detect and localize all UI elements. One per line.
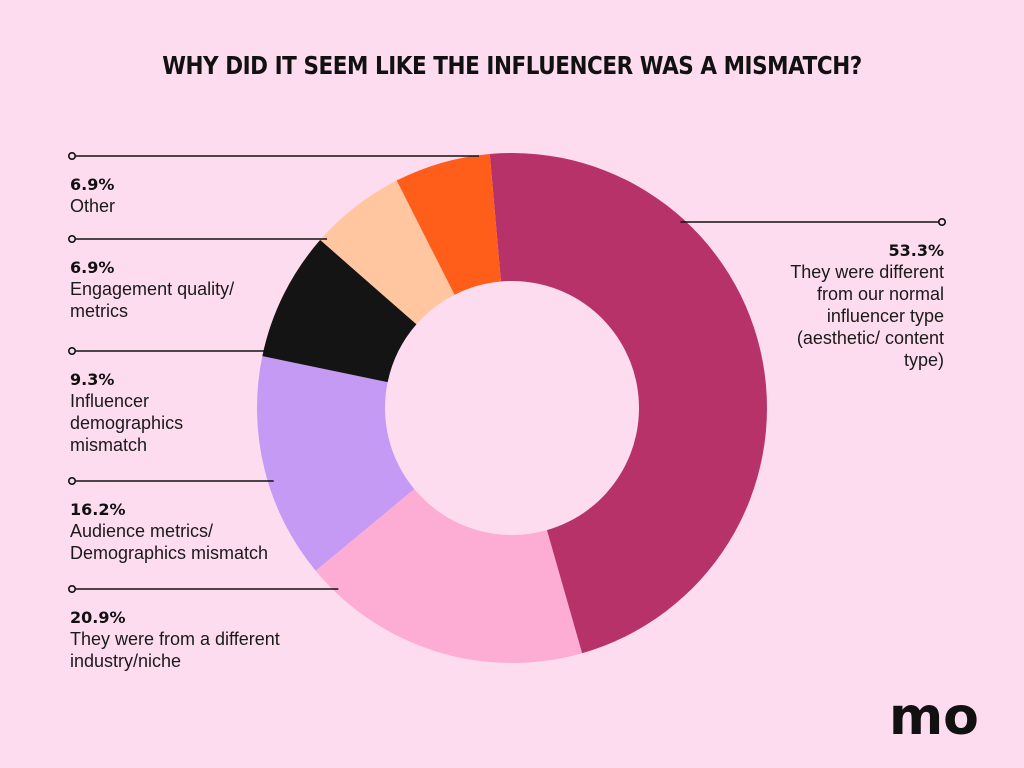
pie-slice-4 <box>320 180 455 325</box>
pie-slice-3 <box>262 239 417 383</box>
slice-label-0-line-3: (aesthetic/ content <box>797 328 944 348</box>
slice-label-0-line-1: from our normal <box>817 284 944 304</box>
chart-callouts: 6.9% Other 6.9% Engagement quality/metrics 9… <box>68 152 946 671</box>
slice-value-label-0: 53.3% <box>888 241 944 260</box>
brand-logo-text: mo <box>889 687 979 747</box>
slice-label-0-line-2: influencer type <box>827 306 944 326</box>
pie-slice-2 <box>257 356 415 571</box>
slice-label-1-line-0: They were from a different <box>70 629 280 649</box>
slice-label-2-line-1: Demographics mismatch <box>70 543 268 563</box>
callout-dot-5 <box>68 152 77 161</box>
pie-slice-1 <box>315 489 583 663</box>
chart-title: WHY DID IT SEEM LIKE THE INFLUENCER WAS … <box>162 51 862 80</box>
slice-label-4-line-1: metrics <box>70 301 128 321</box>
slice-label-3-line-1: demographics <box>70 413 183 433</box>
slice-label-2-line-0: Audience metrics/ <box>70 521 213 541</box>
slice-value-label-1: 20.9% <box>70 608 126 627</box>
slice-label-5-line-0: Other <box>70 196 115 216</box>
slice-value-label-5: 6.9% <box>70 175 114 194</box>
pie-slice-5 <box>396 153 501 295</box>
brand-logo: mo <box>889 687 979 747</box>
slice-label-3-line-0: Influencer <box>70 391 149 411</box>
slice-value-label-2: 16.2% <box>70 500 126 519</box>
slice-value-label-4: 6.9% <box>70 258 114 277</box>
callout-dot-3 <box>68 346 77 355</box>
slice-label-3-line-2: mismatch <box>70 435 147 455</box>
slice-label-0-line-0: They were different <box>790 262 944 282</box>
slice-label-4-line-0: Engagement quality/ <box>70 279 234 299</box>
pie-slice-0 <box>489 152 768 654</box>
callout-dot-1 <box>68 584 77 593</box>
chart-slices <box>257 152 768 663</box>
callout-dot-2 <box>68 476 77 485</box>
slice-label-0-line-4: type) <box>904 350 944 370</box>
slice-value-label-3: 9.3% <box>70 370 114 389</box>
callout-dot-0 <box>937 218 946 227</box>
slice-label-1-line-1: industry/niche <box>70 651 181 671</box>
callout-dot-4 <box>68 235 77 244</box>
